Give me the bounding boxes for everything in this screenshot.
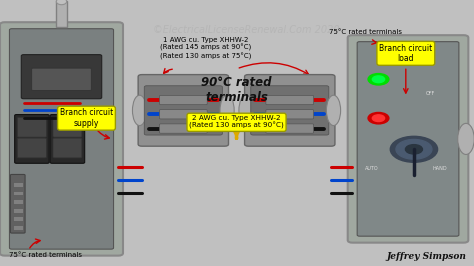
Circle shape bbox=[368, 74, 389, 85]
Ellipse shape bbox=[239, 95, 253, 126]
Text: 75°C rated terminals: 75°C rated terminals bbox=[9, 252, 82, 258]
FancyBboxPatch shape bbox=[348, 35, 468, 243]
Text: Branch circuit
supply: Branch circuit supply bbox=[60, 109, 113, 128]
FancyBboxPatch shape bbox=[266, 124, 314, 133]
FancyBboxPatch shape bbox=[21, 55, 102, 99]
Text: 75°C rated terminals: 75°C rated terminals bbox=[329, 29, 402, 35]
Text: 2 AWG cu. Type XHHW-2
(Rated 130 amps at 90°C): 2 AWG cu. Type XHHW-2 (Rated 130 amps at… bbox=[189, 115, 284, 129]
FancyBboxPatch shape bbox=[53, 138, 82, 158]
FancyBboxPatch shape bbox=[159, 95, 207, 105]
Ellipse shape bbox=[327, 95, 341, 126]
Bar bbox=[56, 2, 67, 27]
Circle shape bbox=[372, 76, 384, 83]
Circle shape bbox=[396, 139, 432, 159]
FancyBboxPatch shape bbox=[18, 117, 46, 137]
Ellipse shape bbox=[220, 95, 234, 126]
Ellipse shape bbox=[458, 123, 474, 155]
FancyBboxPatch shape bbox=[245, 74, 335, 146]
Text: 1 AWG cu. Type XHHW-2
(Rated 145 amps at 90°C)
(Rated 130 amps at 75°C): 1 AWG cu. Type XHHW-2 (Rated 145 amps at… bbox=[160, 37, 252, 60]
Text: HAND: HAND bbox=[433, 166, 447, 171]
FancyBboxPatch shape bbox=[138, 74, 228, 146]
Text: AUTO: AUTO bbox=[365, 166, 378, 171]
FancyBboxPatch shape bbox=[53, 117, 82, 137]
FancyBboxPatch shape bbox=[32, 68, 91, 90]
FancyBboxPatch shape bbox=[50, 115, 85, 163]
Circle shape bbox=[405, 145, 422, 154]
FancyBboxPatch shape bbox=[15, 115, 49, 163]
Text: Branch circuit
load: Branch circuit load bbox=[379, 44, 432, 63]
Circle shape bbox=[372, 115, 384, 122]
FancyBboxPatch shape bbox=[10, 174, 25, 233]
Bar bbox=[13, 191, 23, 196]
FancyBboxPatch shape bbox=[0, 22, 123, 256]
FancyBboxPatch shape bbox=[266, 95, 314, 105]
FancyBboxPatch shape bbox=[159, 110, 207, 119]
Text: Jeffrey Simpson: Jeffrey Simpson bbox=[386, 252, 466, 261]
FancyBboxPatch shape bbox=[18, 138, 46, 158]
FancyBboxPatch shape bbox=[159, 124, 207, 133]
FancyBboxPatch shape bbox=[144, 86, 222, 135]
Bar bbox=[13, 217, 23, 221]
Bar bbox=[13, 225, 23, 230]
Text: 90°C rated
terminals: 90°C rated terminals bbox=[201, 76, 272, 104]
Text: ©ElectricalLicenseRenewal.Com 2020: ©ElectricalLicenseRenewal.Com 2020 bbox=[153, 25, 339, 35]
Circle shape bbox=[368, 113, 389, 124]
Text: OFF: OFF bbox=[426, 91, 435, 96]
Ellipse shape bbox=[132, 95, 146, 126]
Bar bbox=[13, 208, 23, 213]
FancyBboxPatch shape bbox=[266, 110, 314, 119]
FancyBboxPatch shape bbox=[251, 86, 329, 135]
FancyBboxPatch shape bbox=[9, 29, 114, 249]
FancyBboxPatch shape bbox=[357, 42, 459, 236]
Ellipse shape bbox=[56, 0, 67, 5]
Circle shape bbox=[390, 136, 438, 162]
Bar bbox=[13, 199, 23, 204]
Bar bbox=[13, 182, 23, 187]
